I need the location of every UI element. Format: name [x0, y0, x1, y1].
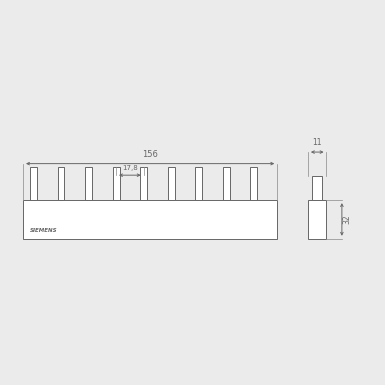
Bar [195, 167, 202, 200]
Bar [223, 167, 229, 200]
Text: SIEMENS: SIEMENS [30, 228, 58, 233]
Bar [30, 167, 37, 200]
Text: 32: 32 [342, 215, 351, 224]
Bar [140, 167, 147, 200]
Text: 17,8: 17,8 [122, 164, 138, 171]
Text: 156: 156 [142, 150, 158, 159]
Bar [312, 176, 322, 200]
Bar [250, 167, 257, 200]
Bar [168, 167, 175, 200]
Bar [23, 200, 277, 239]
Bar [58, 167, 65, 200]
Bar [308, 200, 326, 239]
Bar [112, 167, 119, 200]
Bar [85, 167, 92, 200]
Text: 11: 11 [313, 139, 322, 147]
